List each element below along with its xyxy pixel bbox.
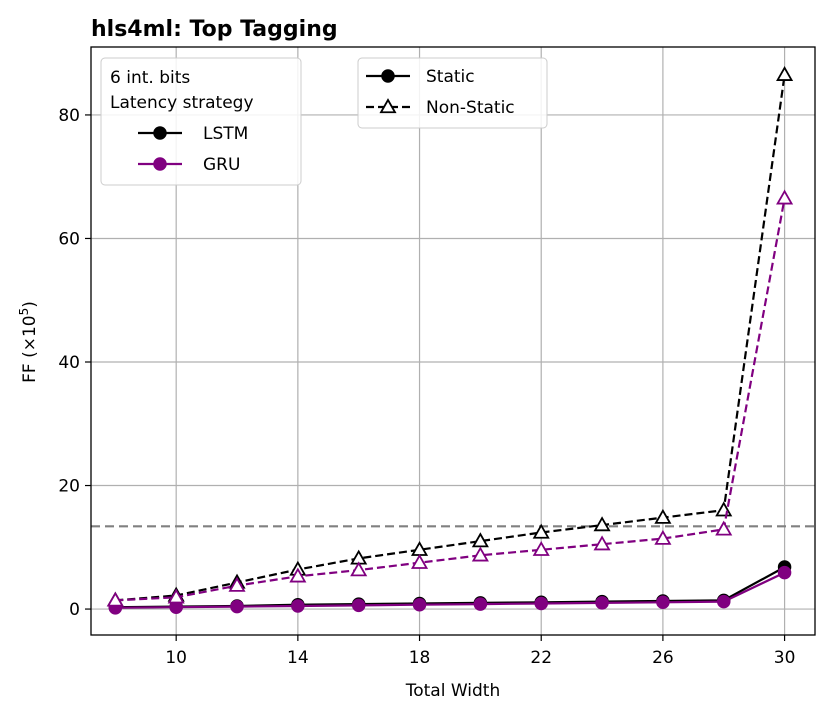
legend-style-label: Non-Static: [426, 98, 515, 118]
legend-model-marker: [153, 157, 167, 171]
data-point-lstm-non-static: [654, 508, 672, 524]
data-point-gru-non-static: [350, 561, 368, 577]
legend-style-marker: [381, 69, 395, 83]
data-point-gru-non-static: [106, 591, 124, 607]
data-point-gru-non-static: [410, 553, 429, 569]
data-point-lstm-non-static: [471, 532, 489, 548]
data-point-gru-non-static: [228, 576, 246, 592]
data-point-gru-static: [230, 599, 244, 614]
y-tick-label: 40: [58, 353, 80, 373]
x-tick-label: 18: [409, 648, 431, 668]
data-point-gru-static: [351, 598, 366, 613]
x-axis-label: Total Width: [405, 681, 501, 701]
y-tick-label: 0: [69, 600, 80, 620]
data-point-gru-non-static: [776, 189, 794, 205]
plot-area: 10 14 18 22 26 30 0 20 40 60 80 6 int. bits Latency …: [58, 46, 816, 668]
data-point-gru-static: [777, 565, 792, 580]
x-tick-label: 22: [530, 648, 552, 668]
y-axis-label-main: FF (×10: [20, 315, 40, 382]
y-tick-label: 20: [58, 477, 80, 497]
data-point-lstm-non-static: [776, 65, 794, 81]
legend-model-label: GRU: [203, 155, 240, 175]
series-line-gru-static: [115, 571, 786, 609]
data-point-gru-static: [412, 597, 427, 612]
y-axis-label: FF (×105): [17, 301, 40, 383]
x-tick-label: 30: [774, 648, 796, 668]
legend-model-label: LSTM: [203, 124, 248, 144]
data-point-gru-non-static: [654, 529, 672, 545]
legend-model-marker: [153, 126, 167, 140]
data-point-gru-non-static: [715, 520, 733, 536]
x-tick-label: 26: [652, 648, 674, 668]
y-tick-label: 80: [58, 106, 80, 126]
legend-models-title: Latency strategy: [110, 93, 254, 113]
data-point-gru-non-static: [593, 535, 611, 551]
data-point-gru-non-static: [167, 588, 185, 604]
legend-style-marker: [379, 98, 397, 114]
data-point-gru-static: [534, 596, 548, 611]
series-line-lstm-non-static: [115, 74, 786, 602]
x-tick-label: 14: [287, 648, 309, 668]
chart-title: hls4ml: Top Tagging: [91, 17, 338, 42]
data-point-gru-static: [716, 594, 731, 609]
y-axis-label-close: ): [20, 301, 40, 308]
data-point-gru-static: [473, 597, 488, 611]
plot-frame: [90, 46, 816, 636]
x-tick-label: 10: [165, 648, 187, 668]
data-point-lstm-non-static: [532, 523, 550, 539]
y-axis-label-exponent: 5: [17, 308, 31, 316]
data-point-gru-static: [291, 599, 305, 613]
legend-style-label: Static: [426, 67, 475, 87]
legend-models-box: [100, 57, 302, 186]
data-point-gru-static: [595, 596, 609, 610]
data-point-gru-non-static: [532, 540, 550, 556]
data-point-gru-static: [656, 595, 670, 610]
series-line-gru-non-static: [115, 198, 786, 602]
legend-models-title: 6 int. bits: [110, 68, 190, 88]
data-point-lstm-non-static: [593, 516, 611, 532]
y-tick-label: 60: [58, 229, 80, 249]
data-point-gru-non-static: [289, 567, 307, 583]
data-point-gru-non-static: [471, 546, 489, 562]
